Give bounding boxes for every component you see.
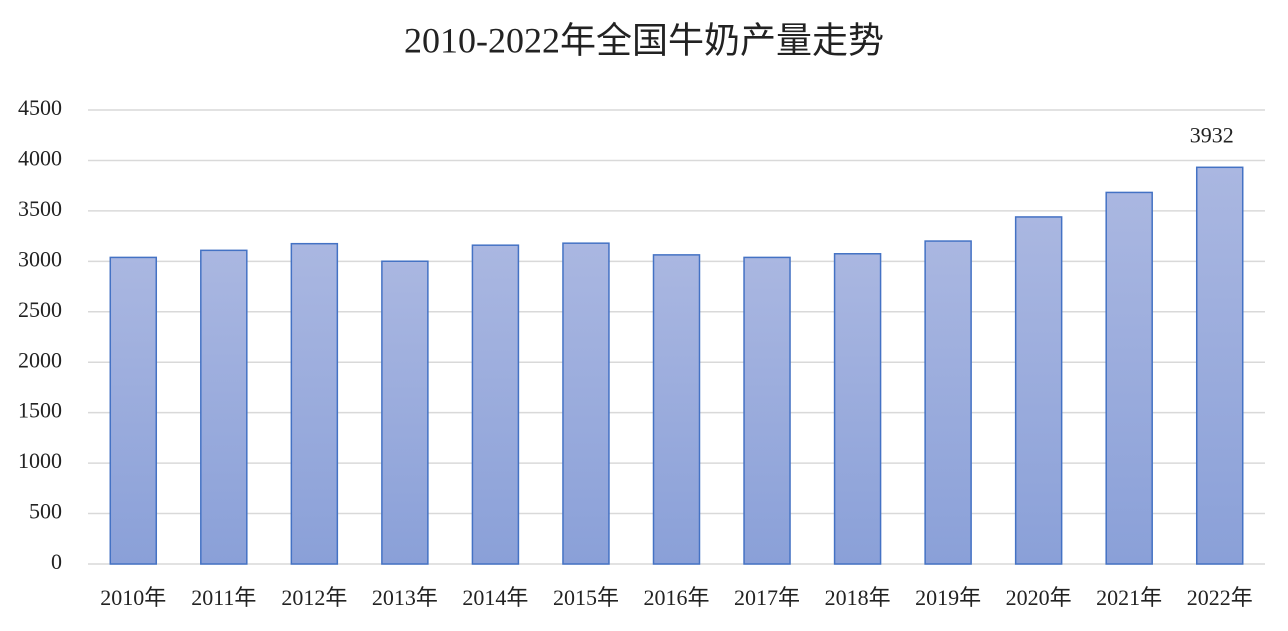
y-tick-label: 0	[51, 549, 62, 574]
y-tick-label: 2500	[18, 297, 62, 322]
x-tick-label: 2016年	[643, 585, 709, 610]
chart-title: 2010-2022年全国牛奶产量走势	[404, 20, 884, 60]
y-tick-label: 1500	[18, 398, 62, 423]
bar	[652, 254, 701, 565]
x-tick-label: 2012年	[281, 585, 347, 610]
y-tick-label: 2000	[18, 347, 62, 372]
y-tick-label: 4000	[18, 145, 62, 170]
bar	[1105, 191, 1153, 565]
bar	[381, 260, 429, 565]
bar	[1195, 166, 1244, 565]
y-tick-label: 1000	[18, 448, 62, 473]
bar	[924, 240, 972, 565]
x-tick-label: 2013年	[372, 585, 438, 610]
x-tick-label: 2020年	[1006, 585, 1072, 610]
bar	[471, 244, 520, 565]
x-tick-label: 2018年	[825, 585, 891, 610]
y-tick-label: 3000	[18, 246, 62, 271]
x-tick-label: 2017年	[734, 585, 800, 610]
bar	[200, 249, 248, 565]
x-tick-label: 2019年	[915, 585, 981, 610]
x-tick-label: 2022年	[1187, 585, 1253, 610]
x-tick-label: 2011年	[191, 585, 256, 610]
bar	[109, 256, 158, 565]
y-tick-label: 500	[29, 499, 62, 524]
y-tick-label: 3500	[18, 196, 62, 221]
bar	[1014, 216, 1063, 565]
x-tick-label: 2015年	[553, 585, 619, 610]
bar	[290, 242, 339, 565]
data-label: 3932	[1190, 122, 1234, 147]
bar	[833, 253, 882, 565]
bar	[743, 256, 791, 565]
y-tick-label: 4500	[18, 95, 62, 120]
x-tick-label: 2021年	[1096, 585, 1162, 610]
bar	[562, 242, 610, 565]
x-tick-label: 2014年	[462, 585, 528, 610]
x-tick-label: 2010年	[100, 585, 166, 610]
